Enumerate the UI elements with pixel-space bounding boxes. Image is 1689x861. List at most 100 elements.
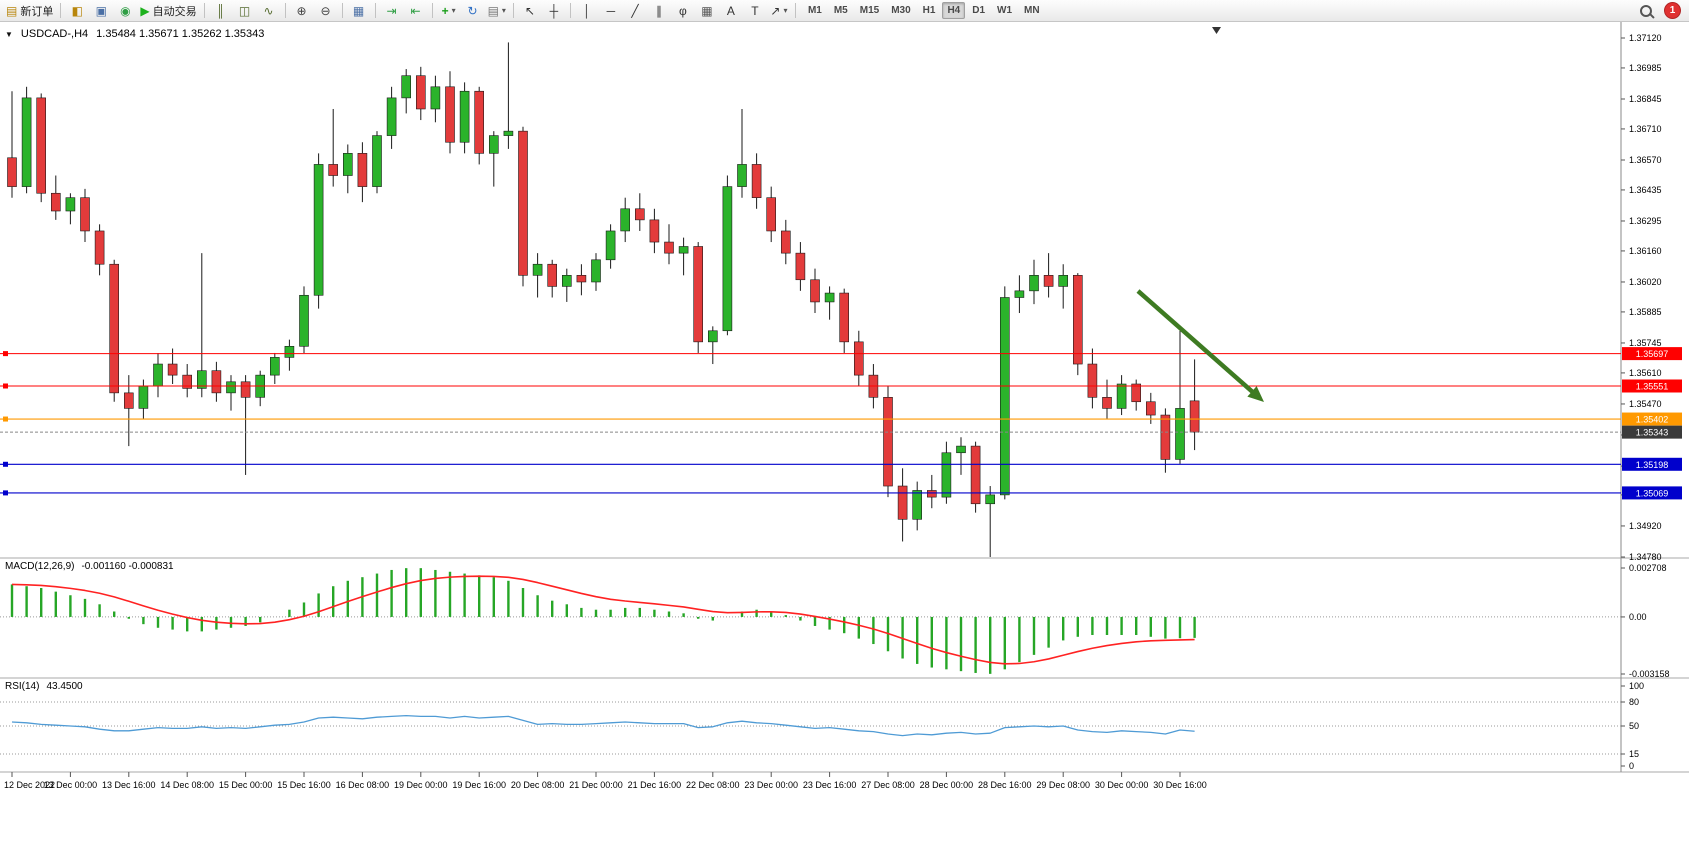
text-label-icon: T: [751, 3, 759, 18]
refresh-cycle-button[interactable]: ↻: [461, 1, 485, 21]
search-button[interactable]: [1637, 2, 1655, 20]
candle-body: [532, 263, 543, 276]
timeframe-w1-button[interactable]: W1: [997, 5, 1013, 16]
notification-badge[interactable]: 1: [1665, 3, 1680, 18]
timeframe-m1-button[interactable]: M1: [807, 5, 822, 16]
chart-profiles-button[interactable]: ▤ ▾: [485, 1, 509, 21]
trendline-button[interactable]: ╱: [623, 1, 647, 21]
candle-body: [1131, 383, 1141, 403]
arrows-tool-button[interactable]: ↗ ▾: [767, 1, 791, 21]
chart-shift-button[interactable]: ⇤: [404, 1, 428, 21]
chart-canvas[interactable]: 1.37120 1.36985 1.36845 1.36710 1.36570 1.364…: [0, 22, 1689, 861]
candle-body: [664, 241, 674, 254]
equidistant-channel-button[interactable]: ∥: [647, 1, 671, 21]
candle-body: [780, 230, 791, 254]
line-handle[interactable]: [3, 490, 8, 496]
candle-body: [459, 90, 470, 143]
candle-body: [795, 252, 806, 281]
price-badge-label: 1.35343: [1636, 428, 1669, 438]
tile-windows-button[interactable]: ▦: [347, 1, 371, 21]
new-chart-dropdown[interactable]: ▾: [451, 6, 456, 15]
candle-body: [284, 345, 295, 358]
cursor-icon: ↖: [524, 3, 535, 18]
toolbar-separator: [512, 3, 514, 18]
zoom-out-icon: ⊖: [320, 3, 331, 18]
market-watch-button[interactable]: ◧: [65, 1, 89, 21]
line-handle[interactable]: [3, 416, 8, 422]
time-tick-label: 13 Dec 00:00: [44, 780, 98, 790]
fibonacci-icon: φ: [679, 3, 687, 18]
fibonacci-button[interactable]: φ: [671, 1, 695, 21]
candlestick-chart-icon: ◫: [238, 3, 251, 18]
candle-body: [1058, 275, 1068, 287]
rsi-tick-label: 80: [1629, 697, 1639, 707]
candle-body: [1014, 290, 1025, 298]
terminal-icon: ◉: [120, 3, 131, 18]
new-order-icon: ▤: [6, 3, 18, 18]
candle-body: [415, 75, 426, 110]
new-chart-button[interactable]: + ▾: [437, 1, 461, 21]
time-tick-label: 29 Dec 08:00: [1036, 780, 1090, 790]
candle-body: [138, 385, 149, 409]
time-tick-label: 28 Dec 16:00: [978, 780, 1032, 790]
new-chart-icon: +: [441, 3, 449, 18]
vertical-line-button[interactable]: │: [575, 1, 599, 21]
chart-shift-marker[interactable]: [1212, 27, 1221, 34]
timeframe-m15-button[interactable]: M15: [859, 5, 880, 16]
timeframe-h1-button[interactable]: H1: [922, 5, 936, 16]
candle-body: [634, 208, 645, 221]
arrows-tool-dropdown[interactable]: ▾: [783, 6, 788, 15]
price-tick-label: 1.35470: [1629, 399, 1662, 409]
auto-scroll-button[interactable]: ⇥: [380, 1, 404, 21]
candle-body: [576, 275, 587, 283]
new-order-label: 新订单: [20, 5, 54, 18]
macd-current-values: -0.001160 -0.000831: [81, 561, 174, 572]
autotrade-button[interactable]: ▶ 自动交易: [137, 1, 199, 21]
zoom-in-icon: ⊕: [296, 3, 307, 18]
toolbar-separator: [60, 3, 62, 18]
horizontal-line-button[interactable]: ─: [599, 1, 623, 21]
cursor-button[interactable]: ↖: [518, 1, 542, 21]
text-label-button[interactable]: T: [743, 1, 767, 21]
candle-body: [488, 135, 499, 154]
line-handle[interactable]: [3, 351, 8, 357]
grid-tool-button[interactable]: ▦: [695, 1, 719, 21]
line-handle[interactable]: [3, 383, 8, 389]
toolbar-groups: ▤ 新订单 ◧ ▣ ◉ ▶ 自动交易 ║ ◫ ∿ ⊕ ⊖ ▦ ⇥ ⇤ + ▾ ↻ ▤ ▾ ↖ ┼ │ ─ ╱ ∥ φ ▦ A T ↗ ▾: [3, 1, 791, 21]
line-chart-button[interactable]: ∿: [257, 1, 281, 21]
timeframe-h4-button[interactable]: H4: [942, 2, 966, 19]
text-button[interactable]: A: [719, 1, 743, 21]
candle-body: [941, 452, 952, 498]
price-badge-label: 1.35069: [1636, 488, 1669, 498]
bar-chart-button[interactable]: ║: [209, 1, 233, 21]
one-click-trading-toggle[interactable]: ▼: [5, 29, 13, 39]
timeframe-mn-button[interactable]: MN: [1024, 5, 1040, 16]
vertical-line-icon: │: [583, 3, 591, 18]
navigator-button[interactable]: ▣: [89, 1, 113, 21]
candle-body: [1189, 400, 1200, 433]
candle-body: [182, 374, 192, 389]
crosshair-button[interactable]: ┼: [542, 1, 566, 21]
candle-body: [401, 75, 412, 99]
new-order-button[interactable]: ▤ 新订单: [3, 1, 56, 21]
candle-body: [21, 97, 32, 187]
candle-body: [518, 130, 528, 276]
timeframe-m5-button[interactable]: M5: [833, 5, 848, 16]
candle-body: [853, 341, 864, 376]
candle-body: [956, 445, 966, 454]
zoom-in-button[interactable]: ⊕: [290, 1, 314, 21]
terminal-button[interactable]: ◉: [113, 1, 137, 21]
timeframe-m30-button[interactable]: M30: [891, 5, 911, 16]
trend-arrow[interactable]: [1136, 289, 1259, 398]
candlestick-chart-button[interactable]: ◫: [233, 1, 257, 21]
line-handle[interactable]: [3, 461, 8, 467]
candle-body: [50, 192, 61, 212]
rsi-tick-label: 50: [1629, 721, 1639, 731]
macd-tick-label: 0.00: [1629, 612, 1647, 622]
rsi-tick-label: 0: [1629, 761, 1634, 771]
timeframe-d1-button[interactable]: D1: [972, 5, 986, 16]
zoom-out-button[interactable]: ⊖: [314, 1, 338, 21]
toolbar-separator: [794, 3, 796, 18]
candle-body: [912, 490, 923, 520]
chart-profiles-dropdown[interactable]: ▾: [501, 6, 506, 15]
